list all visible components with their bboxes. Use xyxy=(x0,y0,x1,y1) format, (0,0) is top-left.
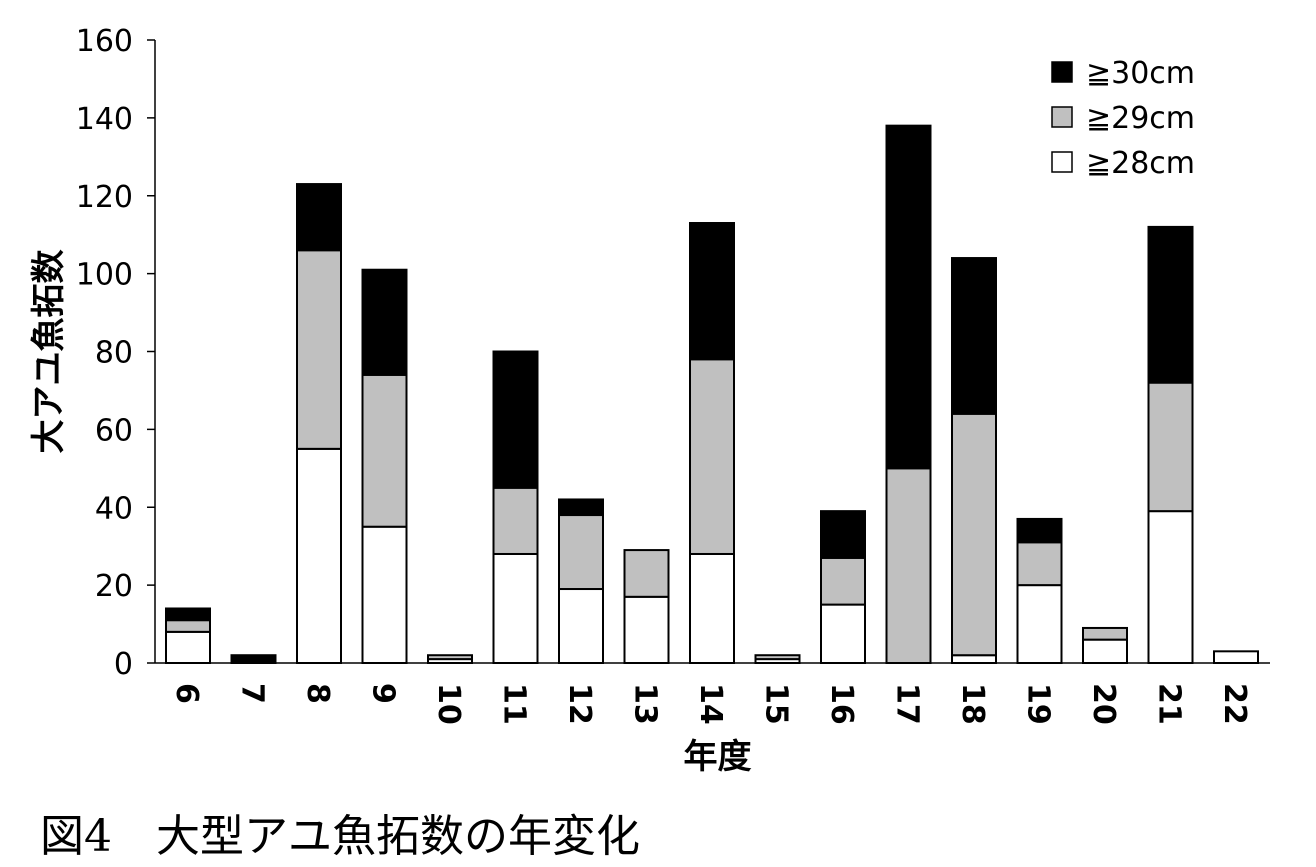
bar-segment xyxy=(951,412,997,657)
x-tick-label: 21 xyxy=(1152,683,1187,725)
x-tick-label: 22 xyxy=(1217,683,1252,725)
bar-segment xyxy=(689,222,735,361)
bar-segment xyxy=(951,257,997,415)
bar-segment xyxy=(1147,381,1194,513)
x-tick-label: 15 xyxy=(759,683,794,725)
bar-segment xyxy=(361,373,408,528)
bar-segment xyxy=(427,654,473,661)
bar-segment xyxy=(1082,626,1128,641)
bar-segment xyxy=(951,654,997,665)
bar-segment xyxy=(558,588,604,664)
x-tick-label: 13 xyxy=(628,683,663,725)
bar-segment xyxy=(820,556,866,606)
x-tick-label: 20 xyxy=(1086,683,1121,725)
y-tick-label: 40 xyxy=(95,491,133,526)
bar-segment xyxy=(1016,517,1063,544)
bar-segment xyxy=(1016,584,1063,664)
bar-segment xyxy=(1016,541,1063,587)
bar-segment xyxy=(492,552,539,664)
bar-segment xyxy=(165,630,211,664)
bar-segment xyxy=(754,654,801,661)
y-tick-label: 120 xyxy=(76,180,133,215)
bar-segment xyxy=(165,607,211,622)
x-tick-label: 6 xyxy=(169,683,204,704)
bar-segment xyxy=(558,514,604,591)
x-tick-label: 10 xyxy=(431,683,466,725)
bar-segment xyxy=(492,350,539,489)
legend-label: ≧28cm xyxy=(1086,146,1195,181)
bar-segment xyxy=(558,498,604,517)
bar-segment xyxy=(296,183,342,252)
bar-segment xyxy=(623,549,670,598)
y-tick-label: 160 xyxy=(76,24,133,59)
x-tick-label: 8 xyxy=(300,683,335,704)
x-tick-label: 12 xyxy=(562,683,597,725)
bar-segment xyxy=(885,124,932,470)
y-tick-label: 140 xyxy=(76,102,133,137)
bar-segment xyxy=(1082,638,1128,665)
legend-label: ≧29cm xyxy=(1086,101,1195,136)
legend-swatch xyxy=(1051,61,1073,83)
x-tick-label: 18 xyxy=(955,683,990,725)
bar-segment xyxy=(361,268,408,376)
bar-segment xyxy=(689,358,735,555)
bar-segment xyxy=(361,525,408,664)
y-tick-label: 0 xyxy=(114,647,133,682)
bar-segment xyxy=(492,486,539,555)
legend-swatch xyxy=(1051,106,1073,128)
x-tick-label: 16 xyxy=(824,683,859,725)
y-tick-label: 60 xyxy=(95,413,133,448)
bar-segment xyxy=(1213,650,1259,664)
bar-segment xyxy=(623,595,670,665)
stacked-bar-chart: 0 20 40 60 80 100 120 140 160 大アユ魚拓数 6 7 8 9 10 11 12 13 1… xyxy=(29,24,1270,777)
x-tick-label: 7 xyxy=(235,683,270,704)
bar-segment xyxy=(296,249,342,450)
bar-segment xyxy=(820,510,866,559)
y-tick-label: 80 xyxy=(95,336,133,371)
y-tick-label: 100 xyxy=(76,258,133,293)
bar-segment xyxy=(1147,225,1194,384)
figure-caption: 図4 大型アユ魚拓数の年変化 xyxy=(40,811,640,862)
bar-segment xyxy=(296,447,342,664)
legend-label: ≧30cm xyxy=(1086,56,1195,91)
y-axis-title: 大アユ魚拓数 xyxy=(29,250,69,454)
y-tick-label: 20 xyxy=(95,569,133,604)
bar-segment xyxy=(885,467,932,664)
legend-swatch xyxy=(1051,151,1073,173)
bar-segment xyxy=(689,552,735,664)
x-tick-label: 11 xyxy=(497,683,532,725)
x-tick-label: 9 xyxy=(366,683,401,704)
x-tick-label: 14 xyxy=(693,683,728,725)
x-tick-label: 19 xyxy=(1021,683,1056,725)
x-axis-title: 年度 xyxy=(684,737,752,777)
bar-segment xyxy=(820,603,866,664)
bar-segment xyxy=(230,654,277,665)
x-tick-label: 17 xyxy=(890,683,925,725)
bar-segment xyxy=(1147,510,1194,664)
bar-segment xyxy=(165,619,211,633)
